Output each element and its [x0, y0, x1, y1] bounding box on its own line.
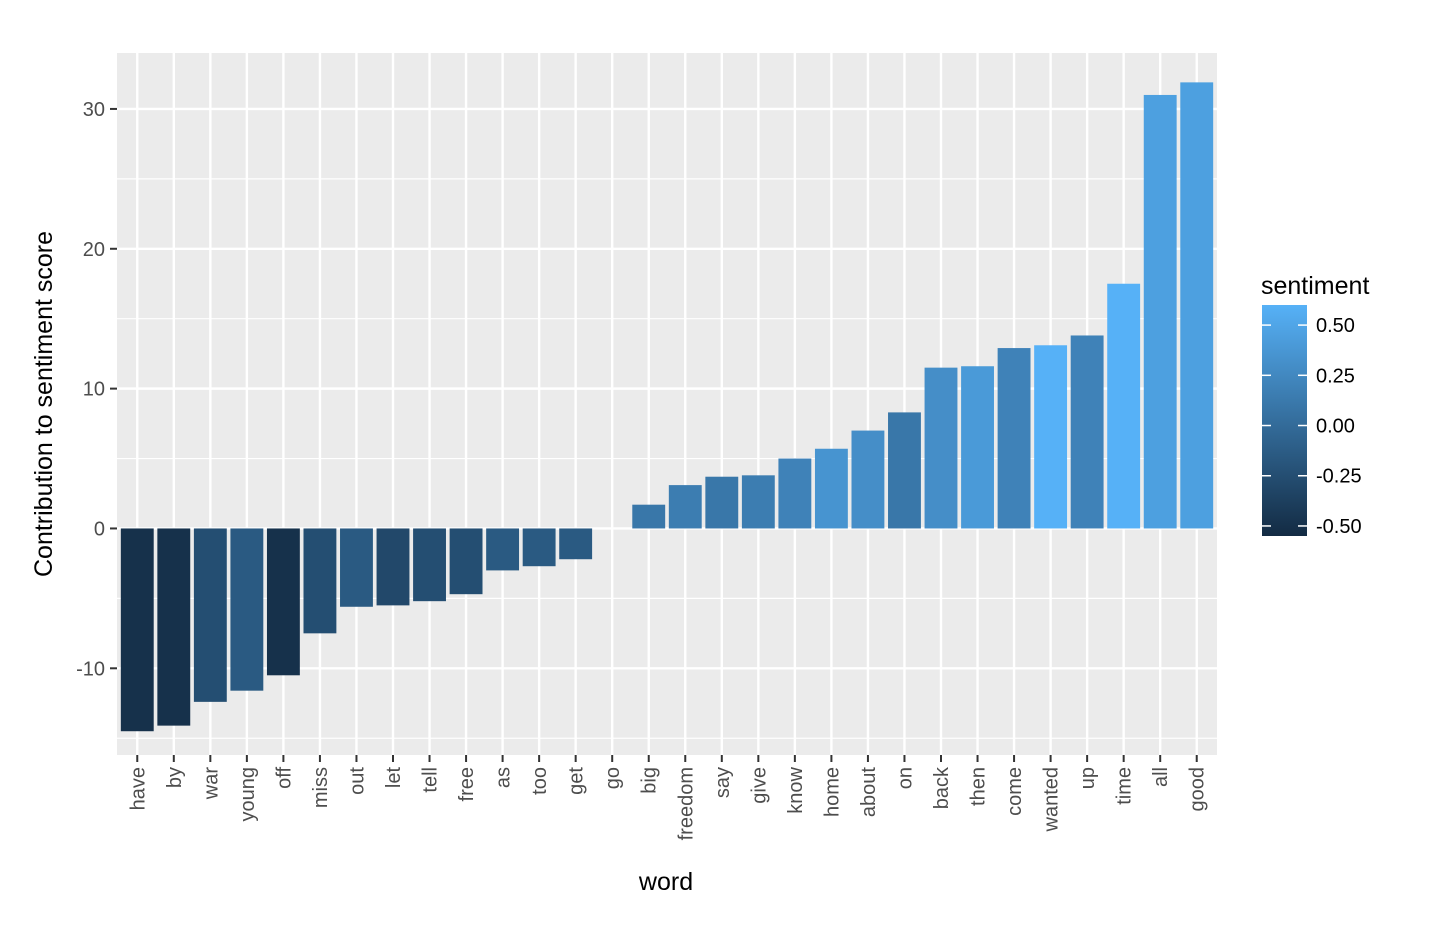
bar-time: [1107, 283, 1141, 529]
bar-let: [376, 528, 410, 606]
bar-miss: [303, 528, 337, 634]
x-tick-label: free: [456, 767, 478, 801]
legend-ticks: 0.50 0.25 0.00 -0.25 -0.50: [1262, 315, 1362, 538]
bar-on: [888, 412, 921, 529]
bar-home: [814, 448, 848, 529]
x-tick-label: come: [1004, 767, 1026, 816]
x-tick-label: know: [785, 766, 807, 813]
legend: sentiment 0.50 0.25 0.00 -0.25 -0.50: [1261, 272, 1369, 538]
legend-tick-label: -0.25: [1316, 466, 1362, 488]
plot-panel: [117, 53, 1217, 755]
x-axis-ticks: have by war young off miss out let tell free as too…: [127, 755, 1209, 840]
bar-up: [1070, 335, 1104, 529]
x-tick-label: on: [894, 767, 916, 789]
y-tick-label: 10: [83, 379, 105, 401]
legend-tick-label: 0.25: [1316, 365, 1355, 387]
bar-give: [741, 475, 775, 529]
y-tick-label: 30: [83, 99, 105, 121]
bar-tell: [413, 528, 446, 602]
x-axis-title: word: [638, 868, 693, 896]
y-axis-title: Contribution to sentiment score: [30, 231, 58, 577]
legend-colorbar: [1262, 305, 1307, 536]
bar-freedom: [668, 485, 702, 529]
x-tick-label: home: [821, 767, 843, 817]
bar-young: [230, 528, 264, 691]
bar-big: [632, 504, 666, 529]
bar-about: [851, 430, 885, 529]
bar-then: [961, 366, 994, 529]
bar-as: [486, 528, 520, 571]
x-tick-label: give: [748, 767, 770, 804]
bar-free: [449, 528, 483, 595]
bar-too: [522, 528, 556, 567]
bar-war: [193, 528, 227, 702]
bar-get: [559, 528, 593, 560]
bar-come: [997, 348, 1031, 529]
legend-tick-label: 0.00: [1316, 416, 1355, 438]
x-tick-label: war: [200, 767, 222, 801]
legend-tick-label: -0.50: [1316, 516, 1362, 538]
legend-tick-label: 0.50: [1316, 315, 1355, 337]
legend-title: sentiment: [1261, 272, 1369, 300]
x-tick-label: have: [127, 767, 149, 810]
bar-back: [924, 367, 958, 529]
x-tick-label: young: [237, 767, 259, 822]
y-tick-label: 0: [94, 518, 105, 540]
x-tick-label: say: [712, 767, 734, 798]
x-tick-label: as: [493, 767, 515, 788]
y-tick-label: -10: [76, 658, 105, 680]
x-tick-label: by: [164, 767, 186, 788]
x-tick-label: all: [1150, 767, 1172, 787]
x-tick-label: then: [968, 767, 990, 806]
x-tick-label: time: [1114, 767, 1136, 805]
bar-by: [157, 528, 191, 726]
x-tick-label: let: [383, 767, 405, 789]
x-tick-label: miss: [310, 767, 332, 808]
bar-good: [1180, 82, 1214, 529]
x-tick-label: freedom: [675, 767, 697, 840]
bar-know: [778, 458, 812, 529]
x-tick-label: tell: [420, 767, 442, 793]
x-tick-label: out: [346, 767, 368, 795]
y-tick-label: 20: [83, 239, 105, 261]
bar-have: [120, 528, 154, 732]
bar-all: [1143, 94, 1177, 529]
bar-off: [266, 528, 300, 676]
y-axis-ticks: -10 0 10 20 30: [76, 99, 117, 680]
x-tick-label: wanted: [1041, 767, 1063, 833]
x-tick-label: big: [639, 767, 661, 794]
bar-say: [705, 476, 739, 529]
x-tick-label: too: [529, 767, 551, 795]
x-tick-label: back: [931, 766, 953, 809]
bar-wanted: [1034, 345, 1068, 529]
x-tick-label: go: [602, 767, 624, 789]
x-tick-label: get: [566, 767, 588, 795]
x-tick-label: about: [858, 767, 880, 817]
x-tick-label: off: [273, 767, 295, 789]
bars: [120, 82, 1214, 732]
x-tick-label: up: [1077, 767, 1099, 789]
bar-out: [340, 528, 373, 607]
x-tick-label: good: [1187, 767, 1209, 812]
